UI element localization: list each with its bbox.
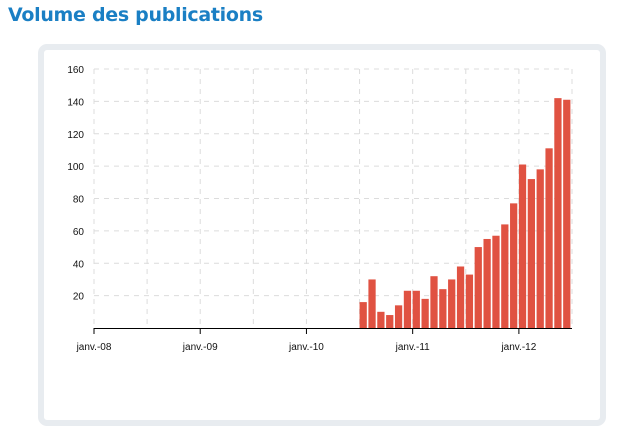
bars-layer bbox=[359, 98, 571, 328]
x-tick-label: janv.-09 bbox=[182, 342, 218, 353]
bar bbox=[483, 238, 491, 328]
bar bbox=[359, 302, 367, 328]
bar bbox=[403, 290, 412, 328]
page-title: Volume des publications bbox=[8, 4, 263, 26]
bar bbox=[474, 247, 482, 328]
bar bbox=[430, 276, 438, 328]
y-tick-label: 40 bbox=[73, 259, 85, 270]
bar bbox=[536, 169, 544, 328]
bar bbox=[510, 203, 518, 328]
bar bbox=[527, 179, 535, 328]
bar bbox=[456, 266, 465, 328]
bar bbox=[394, 305, 403, 328]
bar bbox=[377, 311, 385, 328]
x-tick-label: janv.-08 bbox=[76, 342, 112, 353]
bar bbox=[448, 279, 456, 328]
bar bbox=[554, 98, 562, 328]
bar bbox=[368, 279, 376, 328]
bar bbox=[545, 148, 553, 328]
x-tick-label: janv.-12 bbox=[500, 342, 536, 353]
bar bbox=[492, 235, 500, 328]
y-tick-label: 20 bbox=[73, 292, 85, 303]
y-tick-label: 60 bbox=[73, 227, 85, 238]
bar bbox=[501, 224, 509, 328]
x-tick-label: janv.-11 bbox=[395, 342, 431, 353]
bar bbox=[518, 164, 527, 328]
y-tick-label: 160 bbox=[67, 65, 84, 76]
y-tick-label: 140 bbox=[67, 97, 84, 108]
bar bbox=[412, 290, 420, 328]
y-tick-label: 80 bbox=[73, 195, 85, 206]
bar bbox=[563, 99, 571, 328]
axis-layer bbox=[93, 328, 572, 334]
bar bbox=[439, 289, 447, 328]
bar bbox=[386, 315, 394, 328]
y-tick-label: 100 bbox=[67, 162, 84, 173]
bar bbox=[421, 298, 429, 328]
grid-layer bbox=[93, 68, 573, 328]
y-tick-label: 120 bbox=[67, 130, 84, 141]
labels-layer: 20 40 60 80 100 120 140 160 janv.-08 janv.-09 janv… bbox=[67, 65, 536, 353]
bar bbox=[465, 274, 474, 328]
x-tick-label: janv.-10 bbox=[288, 342, 324, 353]
